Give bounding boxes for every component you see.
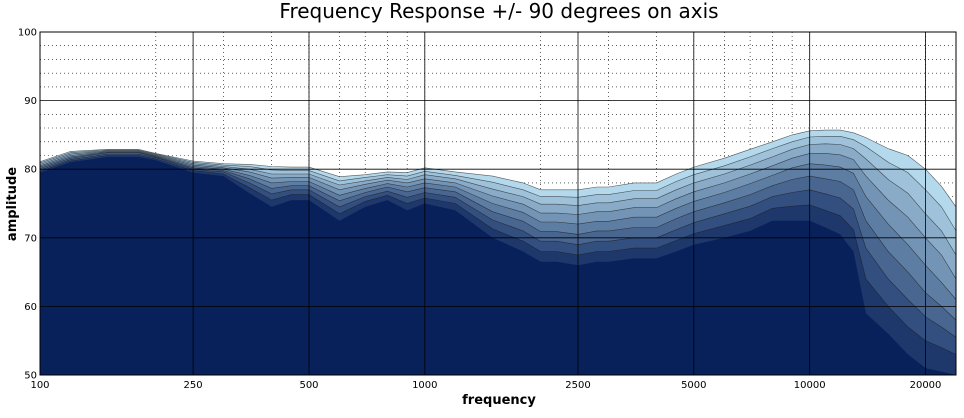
x-tick-label: 10000 bbox=[794, 380, 826, 391]
x-tick-label: 1000 bbox=[412, 380, 437, 391]
x-axis-label: frequency bbox=[462, 393, 536, 408]
y-tick-label: 50 bbox=[24, 371, 37, 382]
y-tick-labels: 50 60 70 80 90 100 bbox=[18, 28, 37, 382]
x-tick-label: 20000 bbox=[910, 380, 942, 391]
major-grid bbox=[40, 32, 956, 375]
x-tick-labels: 100 250 500 1000 2500 5000 10000 20000 bbox=[30, 380, 941, 391]
x-tick-label: 250 bbox=[184, 380, 203, 391]
x-tick-label: 100 bbox=[30, 380, 49, 391]
y-tick-label: 80 bbox=[24, 165, 37, 176]
y-tick-label: 70 bbox=[24, 233, 37, 244]
y-tick-label: 90 bbox=[24, 96, 37, 107]
series-area bbox=[40, 156, 956, 375]
plot-frame bbox=[39, 31, 957, 376]
x-tick-label: 5000 bbox=[681, 380, 706, 391]
x-tick-label: 500 bbox=[299, 380, 318, 391]
series-areas bbox=[40, 129, 956, 375]
y-tick-label: 100 bbox=[18, 28, 37, 39]
y-axis-label: amplitude bbox=[5, 167, 20, 241]
y-tick-label: 60 bbox=[24, 302, 37, 313]
x-tick-label: 2500 bbox=[565, 380, 590, 391]
chart-title: Frequency Response +/- 90 degrees on axi… bbox=[279, 0, 718, 23]
